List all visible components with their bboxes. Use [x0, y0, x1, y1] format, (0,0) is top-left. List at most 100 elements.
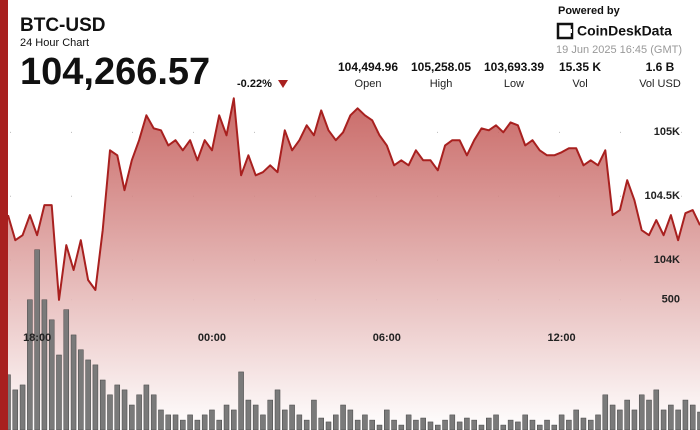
stat-label: Vol USD	[639, 78, 681, 90]
volume-bar	[56, 354, 62, 430]
volume-bar	[340, 404, 346, 430]
stat-value: 104,494.96	[338, 60, 398, 74]
volume-bar	[143, 384, 150, 430]
volume-bar	[289, 404, 295, 430]
stat-value: 105,258.05	[411, 60, 471, 74]
volume-bar	[435, 424, 441, 430]
volume-bar	[296, 414, 303, 430]
volume-bar	[362, 414, 368, 430]
volume-bar	[442, 419, 448, 430]
volume-bar	[587, 419, 594, 430]
volume-bar	[311, 399, 317, 430]
volume-bar	[675, 409, 681, 430]
plot	[5, 97, 700, 430]
volume-bar	[646, 399, 652, 430]
current-price: 104,266.57	[20, 51, 210, 93]
stats: 104,494.96 Open 105,258.05 High 103,693.39 Lo…	[338, 60, 681, 90]
stat-label: Vol	[572, 78, 587, 90]
volume-bar	[668, 404, 674, 430]
volume-bar	[449, 414, 456, 430]
volume-bar	[405, 414, 412, 430]
volume-bar	[238, 371, 244, 430]
y-tick-label: 104.5K	[645, 190, 681, 202]
volume-bar	[515, 421, 521, 430]
volume-bar	[624, 399, 630, 430]
volume-bar	[558, 414, 565, 430]
stat-value: 103,693.39	[484, 60, 544, 74]
volume-bar	[427, 421, 434, 430]
volume-bar	[551, 424, 558, 430]
volume-bar	[63, 309, 70, 430]
volume-bar	[631, 409, 638, 430]
accent-strip	[0, 0, 8, 430]
volume-bar	[493, 414, 499, 430]
volume-bar	[682, 399, 689, 430]
volume-bar	[507, 419, 514, 430]
volume-bar	[274, 389, 281, 430]
volume-bar	[536, 424, 543, 430]
stat-value: 15.35 K	[559, 60, 601, 74]
volume-bar	[19, 384, 26, 430]
timestamp: 19 Jun 2025 16:45 (GMT)	[556, 44, 682, 56]
down-arrow	[278, 80, 288, 88]
volume-bar	[107, 394, 113, 430]
volume-bar	[573, 409, 579, 430]
volume-bar	[580, 417, 587, 430]
volume-bar	[544, 419, 550, 430]
x-tick-label: 06:00	[373, 332, 401, 344]
volume-bar	[150, 394, 157, 430]
volume-bar	[303, 419, 310, 430]
volume-bar	[522, 414, 528, 430]
volume-bar	[165, 414, 172, 430]
volume-bar	[70, 334, 77, 430]
volume-bar	[34, 249, 40, 430]
volume-bar	[194, 419, 201, 430]
volume-bar	[92, 364, 99, 430]
volume-bar	[689, 404, 696, 430]
stat-value: 1.6 B	[646, 60, 675, 74]
volume-bar	[121, 389, 128, 430]
y-tick-label: 104K	[654, 254, 680, 266]
volume-bar	[282, 409, 288, 430]
y2-tick-label: 500	[662, 294, 680, 306]
volume-bar	[486, 417, 492, 430]
volume-bar	[420, 417, 426, 430]
volume-bar	[456, 421, 463, 430]
chart-title: BTC-USD	[20, 15, 106, 36]
volume-bar	[354, 419, 361, 430]
volume-bar	[471, 419, 477, 430]
volume-bar	[158, 409, 164, 430]
volume-bar	[333, 414, 339, 430]
price-line	[7, 97, 700, 301]
volume-bar	[12, 389, 19, 430]
powered-by: Powered by	[558, 5, 621, 17]
volume-bar	[602, 394, 609, 430]
volume-bar	[209, 409, 215, 430]
volume-bar	[172, 414, 179, 430]
volume-bar	[500, 424, 507, 430]
volume-bar	[376, 424, 383, 430]
x-tick-label: 00:00	[198, 332, 226, 344]
brand-icon	[556, 22, 574, 40]
volume-bar	[245, 399, 252, 430]
volume-bar	[617, 409, 623, 430]
volume-bar	[231, 409, 237, 430]
volume-bar	[347, 409, 354, 430]
volume-bar	[201, 414, 208, 430]
volume-bar	[660, 409, 667, 430]
stat-label: High	[430, 78, 453, 90]
price-area	[8, 98, 700, 430]
volume-bar	[464, 417, 470, 430]
volume-bar	[369, 419, 375, 430]
price-change: -0.22%	[237, 78, 272, 90]
stat-label: Low	[504, 78, 524, 90]
volume-bar	[595, 414, 601, 430]
volume-bar	[391, 419, 397, 430]
brand-name: CoinDeskData	[577, 23, 672, 39]
volume-bar	[223, 404, 230, 430]
volume-bar	[136, 394, 142, 430]
volume-bar	[187, 414, 193, 430]
volume-bar	[697, 411, 700, 430]
